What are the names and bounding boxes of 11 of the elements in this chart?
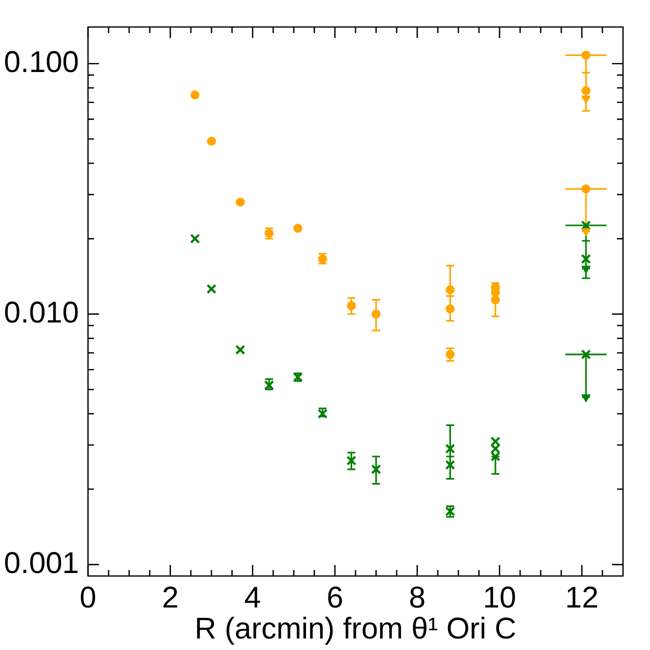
x-tick-label: 6: [326, 581, 344, 614]
x-tick-label: 4: [244, 581, 261, 614]
y-tick-label: 0.010: [4, 296, 79, 330]
x-tick-label: 0: [80, 581, 96, 614]
y-tick-label: 0.100: [4, 46, 79, 79]
x-tick-label: 8: [408, 581, 426, 614]
x-tick-label: 2: [162, 581, 179, 614]
x-axis-title: R (arcmin) from θ¹ Ori C: [194, 612, 516, 646]
x-tick-label: 12: [565, 581, 599, 614]
y-tick-label: 0.001: [4, 546, 79, 580]
x-tick-label: 10: [482, 581, 516, 614]
